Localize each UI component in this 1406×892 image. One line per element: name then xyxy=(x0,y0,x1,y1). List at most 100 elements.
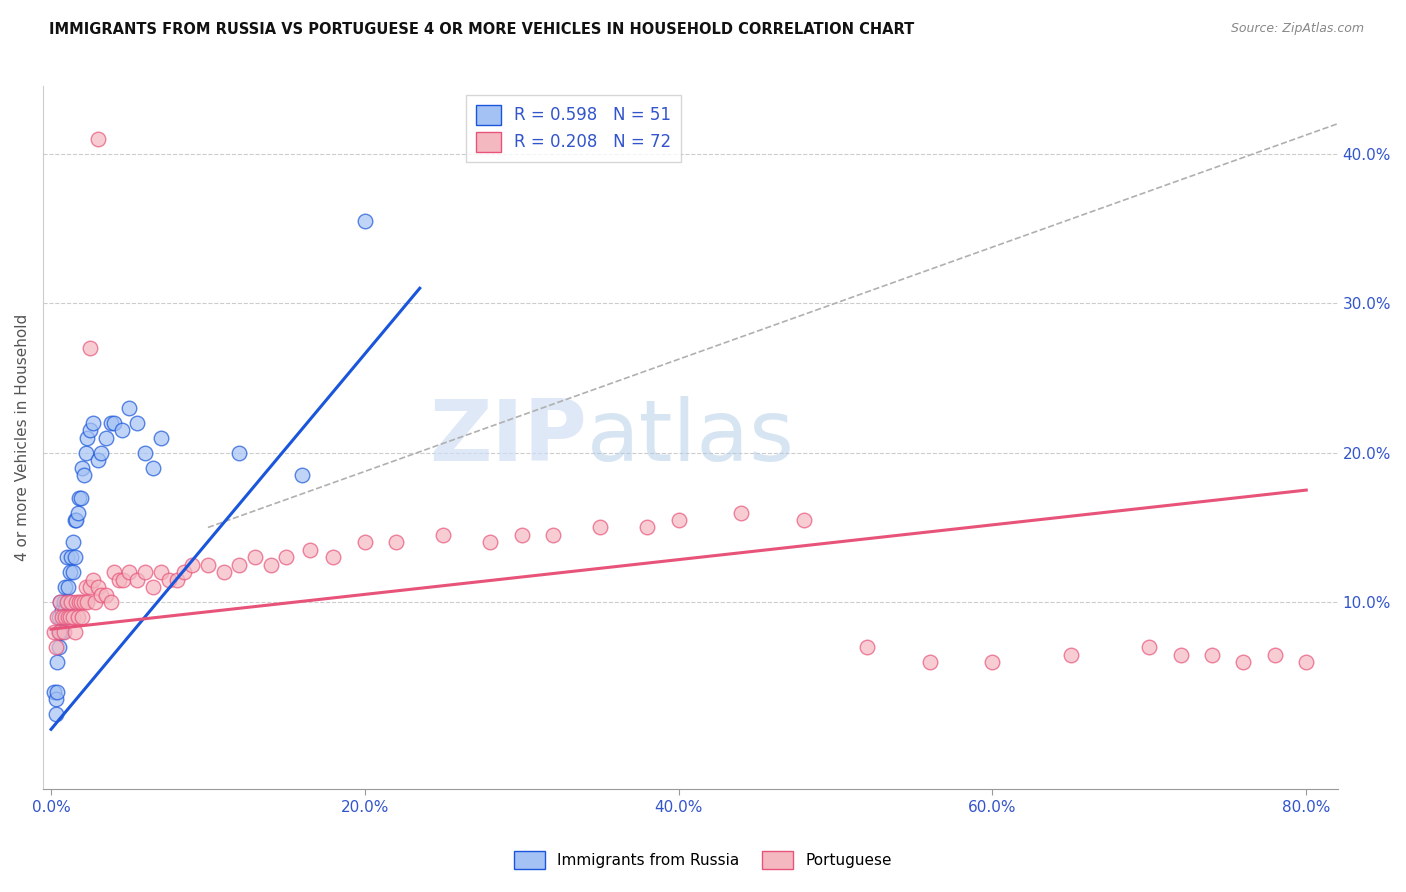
Point xyxy=(94,431,117,445)
Point xyxy=(62,566,84,580)
Point xyxy=(62,610,84,624)
Point xyxy=(66,506,89,520)
Point xyxy=(63,625,86,640)
Point xyxy=(1060,648,1083,662)
Point xyxy=(1264,648,1286,662)
Point xyxy=(46,610,69,624)
Text: Source: ZipAtlas.com: Source: ZipAtlas.com xyxy=(1230,22,1364,36)
Point xyxy=(60,550,83,565)
Point xyxy=(134,566,156,580)
Point xyxy=(1170,648,1192,662)
Point xyxy=(157,573,180,587)
Point xyxy=(111,423,134,437)
Point xyxy=(48,625,70,640)
Point xyxy=(55,595,77,609)
Point xyxy=(1201,648,1223,662)
Point xyxy=(103,416,125,430)
Point xyxy=(44,625,66,640)
Point xyxy=(63,550,86,565)
Point xyxy=(166,573,188,587)
Point xyxy=(127,416,149,430)
Point xyxy=(197,558,219,572)
Point xyxy=(82,416,104,430)
Point xyxy=(79,580,101,594)
Point xyxy=(142,580,165,594)
Point xyxy=(541,528,564,542)
Point xyxy=(76,595,98,609)
Point xyxy=(51,625,73,640)
Point xyxy=(59,566,82,580)
Point xyxy=(432,528,454,542)
Point xyxy=(55,595,77,609)
Point xyxy=(45,640,67,654)
Point xyxy=(53,603,76,617)
Point xyxy=(134,446,156,460)
Point xyxy=(118,401,141,415)
Point xyxy=(58,610,80,624)
Point xyxy=(100,595,122,609)
Point xyxy=(103,566,125,580)
Point xyxy=(84,595,107,609)
Point xyxy=(45,707,67,722)
Point xyxy=(63,513,86,527)
Point xyxy=(58,580,80,594)
Point xyxy=(1232,655,1254,669)
Point xyxy=(73,595,96,609)
Text: IMMIGRANTS FROM RUSSIA VS PORTUGUESE 4 OR MORE VEHICLES IN HOUSEHOLD CORRELATION: IMMIGRANTS FROM RUSSIA VS PORTUGUESE 4 O… xyxy=(49,22,914,37)
Point xyxy=(79,341,101,355)
Point xyxy=(67,595,90,609)
Point xyxy=(87,453,110,467)
Point xyxy=(49,595,72,609)
Point xyxy=(44,685,66,699)
Point xyxy=(48,610,70,624)
Point xyxy=(48,625,70,640)
Point xyxy=(510,528,533,542)
Point xyxy=(181,558,204,572)
Legend: R = 0.598   N = 51, R = 0.208   N = 72: R = 0.598 N = 51, R = 0.208 N = 72 xyxy=(465,95,682,162)
Text: atlas: atlas xyxy=(586,396,794,479)
Point xyxy=(260,558,283,572)
Point xyxy=(72,460,94,475)
Point xyxy=(981,655,1004,669)
Point xyxy=(67,491,90,505)
Point xyxy=(75,446,97,460)
Point xyxy=(87,580,110,594)
Point xyxy=(385,535,408,549)
Point xyxy=(49,595,72,609)
Point xyxy=(291,468,314,483)
Point xyxy=(149,431,172,445)
Point xyxy=(479,535,502,549)
Point xyxy=(793,513,815,527)
Point xyxy=(730,506,752,520)
Point xyxy=(70,491,93,505)
Point xyxy=(46,655,69,669)
Point xyxy=(636,520,658,534)
Point xyxy=(243,550,266,565)
Point xyxy=(75,580,97,594)
Point xyxy=(65,595,87,609)
Point xyxy=(45,692,67,706)
Point xyxy=(90,446,112,460)
Point xyxy=(87,131,110,145)
Point xyxy=(52,625,75,640)
Point xyxy=(49,625,72,640)
Point xyxy=(276,550,298,565)
Point xyxy=(60,595,83,609)
Point xyxy=(73,468,96,483)
Point xyxy=(90,588,112,602)
Point xyxy=(298,542,321,557)
Point xyxy=(918,655,941,669)
Point xyxy=(142,460,165,475)
Point xyxy=(52,610,75,624)
Point xyxy=(353,535,375,549)
Point xyxy=(55,610,77,624)
Legend: Immigrants from Russia, Portuguese: Immigrants from Russia, Portuguese xyxy=(509,845,897,875)
Point xyxy=(70,595,93,609)
Point xyxy=(51,603,73,617)
Point xyxy=(228,558,250,572)
Point xyxy=(173,566,195,580)
Point xyxy=(100,416,122,430)
Point xyxy=(48,640,70,654)
Point xyxy=(53,610,76,624)
Point xyxy=(76,431,98,445)
